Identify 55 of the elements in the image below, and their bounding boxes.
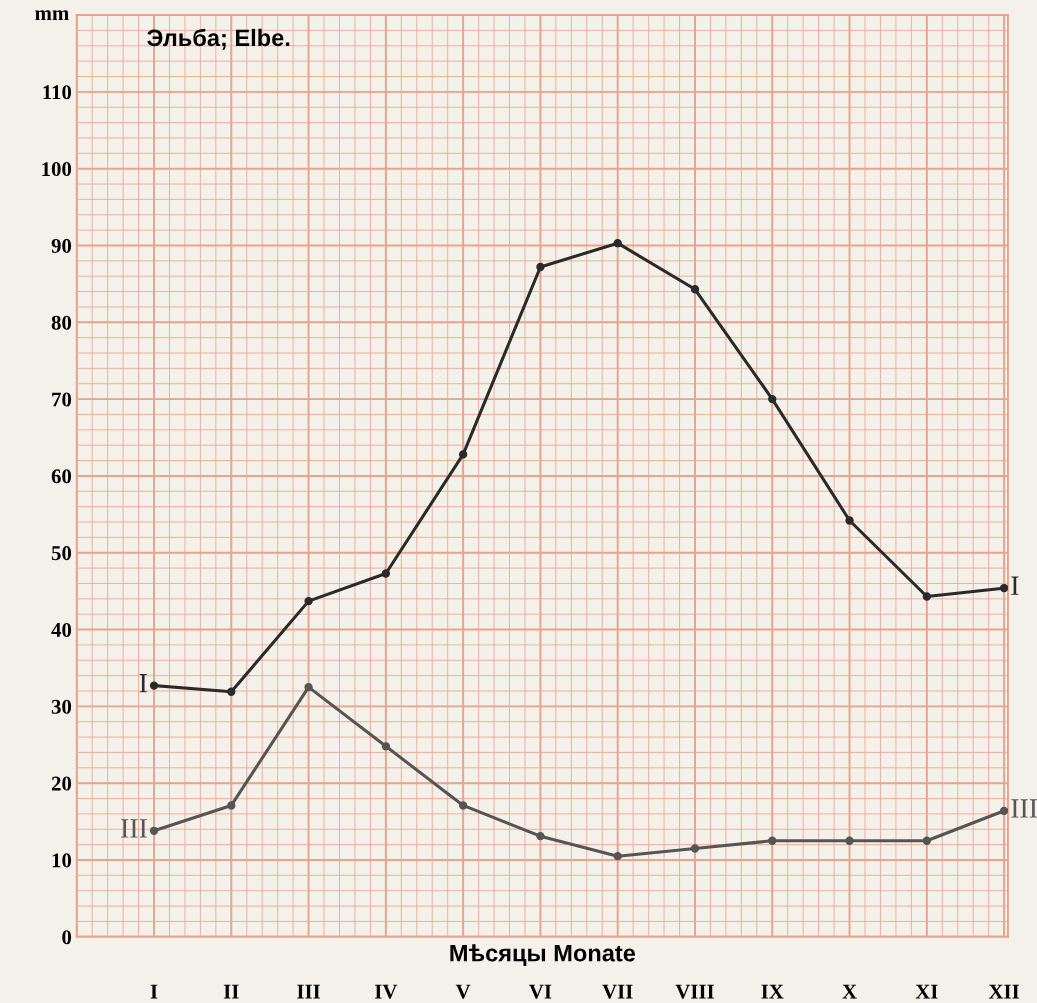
x-tick-label: X: [842, 984, 857, 999]
x-tick-label: XII: [988, 984, 1020, 999]
x-tick-label: III: [297, 984, 321, 999]
y-tick-label: 80: [51, 315, 72, 330]
point: [845, 836, 854, 845]
y-tick-label: 100: [42, 162, 72, 177]
point: [768, 836, 777, 845]
point: [536, 832, 545, 841]
x-tick-label: XI: [915, 984, 938, 999]
point: [149, 681, 159, 690]
point: [304, 682, 313, 692]
point: [536, 262, 545, 272]
x-tick-label: V: [455, 984, 471, 999]
point: [149, 826, 159, 835]
y-tick-label: 20: [51, 776, 72, 791]
text: III: [1011, 799, 1037, 818]
y-tick-label: 110: [43, 85, 72, 100]
point: [381, 569, 391, 578]
y-tick-label: 30: [51, 699, 72, 714]
x-tick-label: IV: [374, 984, 398, 999]
x-tick-label: VII: [602, 984, 633, 999]
point: [458, 801, 468, 810]
point: [768, 394, 777, 404]
point: [458, 450, 468, 459]
point: [613, 851, 622, 861]
y-tick-label: 40: [51, 622, 72, 637]
point: [922, 836, 931, 845]
point: [690, 844, 700, 853]
point: [999, 806, 1008, 815]
point: [304, 596, 313, 606]
point: [227, 801, 236, 810]
x-tick-label: VIII: [675, 984, 714, 999]
x-tick-label: I: [150, 984, 158, 999]
series-label: I: [139, 674, 147, 693]
point: [613, 239, 622, 248]
y-tick-label: 60: [51, 469, 72, 484]
y-axis-title: mm: [35, 10, 69, 21]
point: [381, 742, 391, 751]
y-tick-label: 70: [52, 392, 72, 407]
x-tick-label: II: [223, 984, 239, 999]
point: [922, 592, 931, 601]
text: I: [1011, 576, 1019, 595]
text: Эльба; Elbe.: [147, 28, 290, 50]
y-tick-label: 90: [51, 238, 72, 253]
point: [690, 285, 700, 294]
point: [999, 583, 1008, 593]
series-label: III: [121, 819, 147, 838]
y-tick-label: 50: [51, 546, 72, 561]
x-tick-label: IX: [761, 984, 784, 999]
point: [227, 687, 236, 696]
x-tick-label: VI: [529, 984, 552, 999]
y-tick-label: 10: [52, 853, 72, 868]
x-axis-title: Мѣсяцы Monate: [450, 944, 636, 966]
y-tick-label: 0: [62, 930, 72, 945]
point: [845, 516, 854, 525]
